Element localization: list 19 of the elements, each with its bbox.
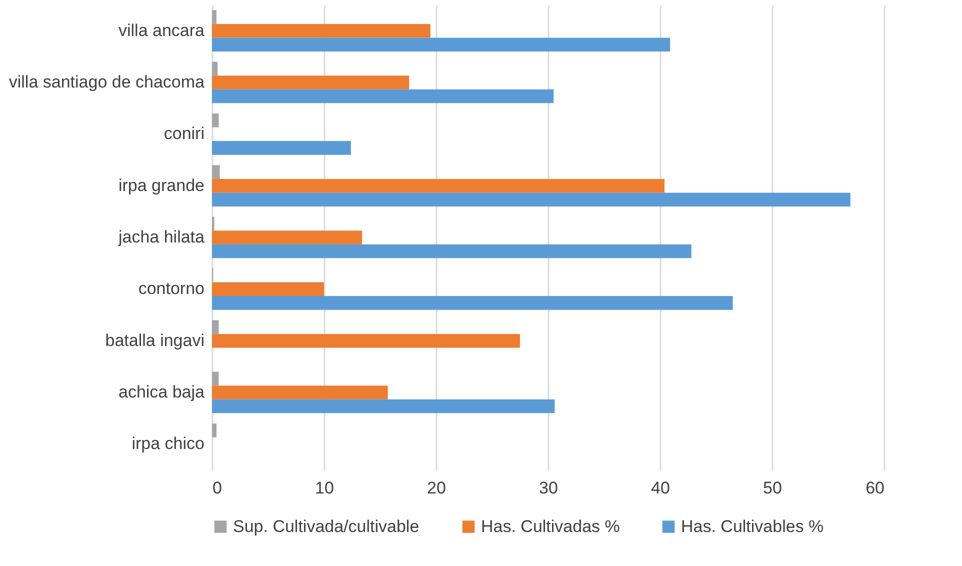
x-tick-label: 30	[539, 478, 558, 498]
x-tick-label: 40	[651, 478, 670, 498]
legend-label: Sup. Cultivada/cultivable	[233, 516, 420, 536]
x-tick-label: 60	[866, 478, 884, 498]
y-tick-label: batalla ingavi	[105, 330, 204, 350]
y-tick-label: coniri	[164, 124, 204, 144]
legend-label: Has. Cultivadas %	[481, 516, 620, 536]
x-tick-label: 0	[212, 478, 222, 498]
x-tick-label: 10	[315, 478, 334, 498]
y-tick-label: villa ancara	[118, 20, 206, 40]
y-tick-label: jacha hilata	[117, 228, 206, 246]
y-tick-label: villa santiago de chacoma	[8, 72, 206, 92]
y-tick-label: achica baja	[118, 382, 206, 402]
x-tick-label: 20	[427, 478, 446, 498]
x-tick-label: 50	[763, 478, 782, 498]
y-tick-label: irpa chico	[132, 434, 204, 454]
y-tick-label: contorno	[138, 279, 204, 298]
legend-label: Has. Cultivables %	[681, 516, 824, 536]
y-tick-label: irpa grande	[118, 176, 204, 195]
